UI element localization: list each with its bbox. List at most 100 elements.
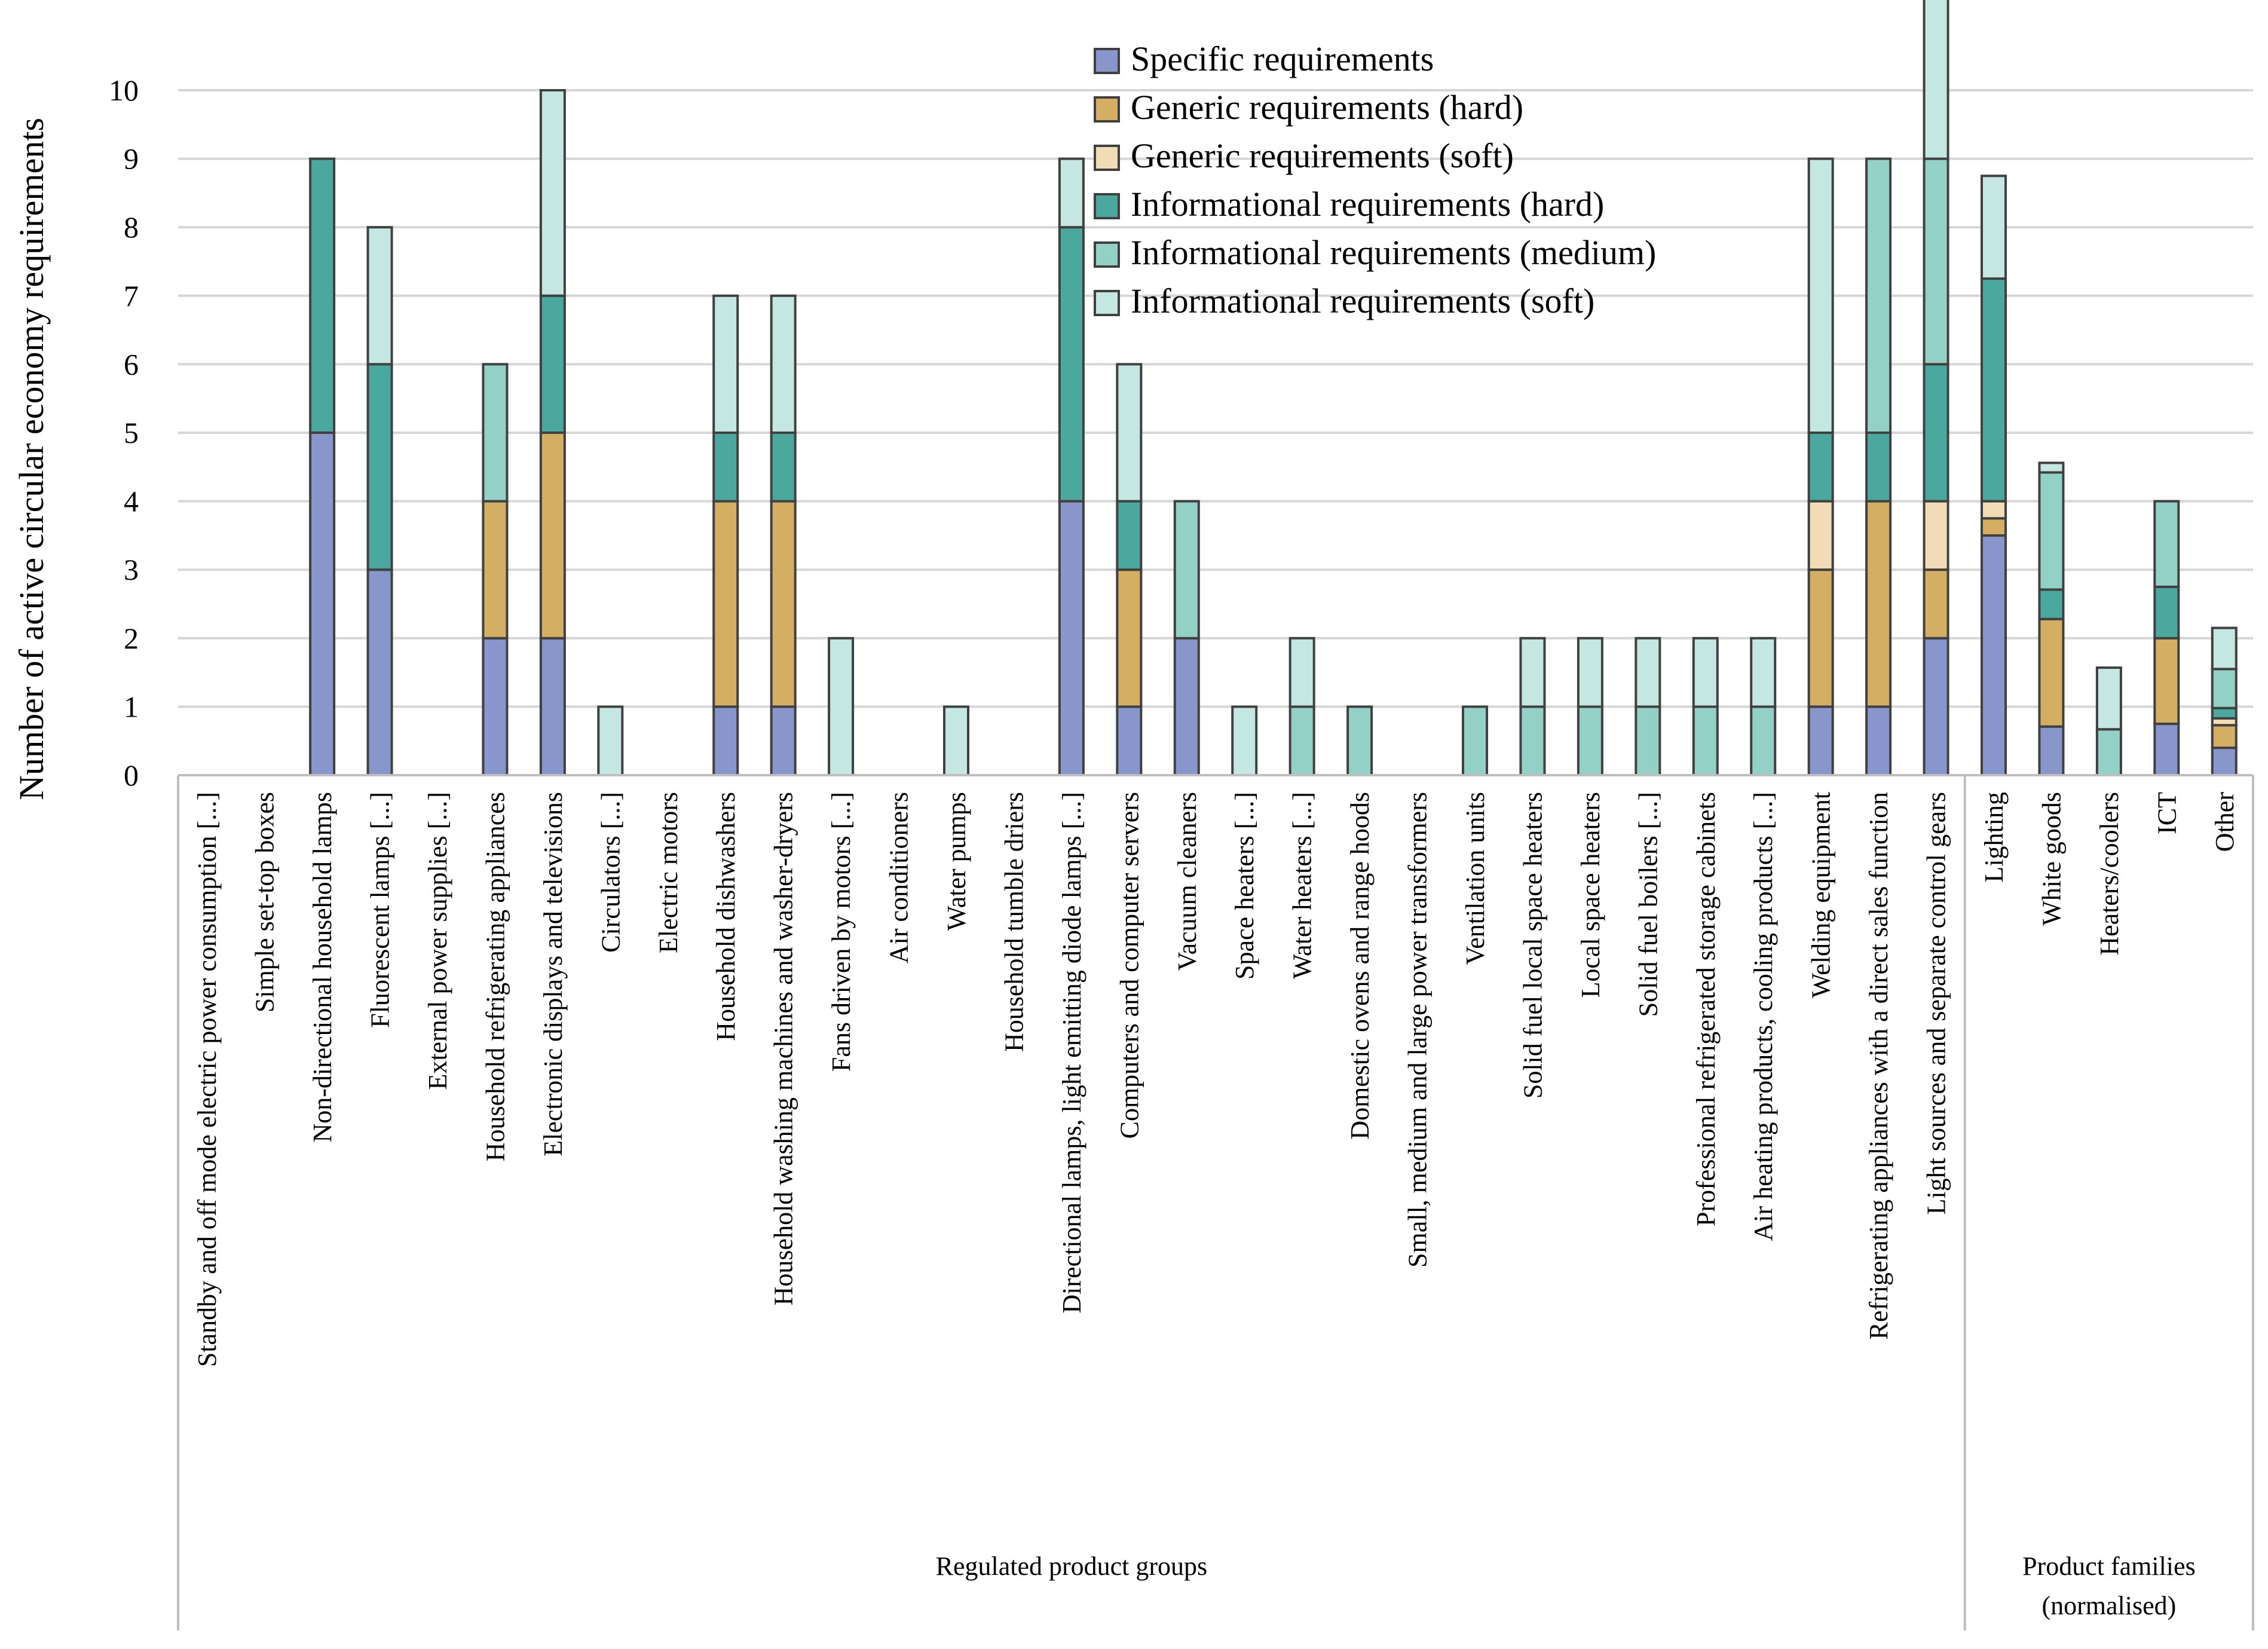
- legend-label: Generic requirements (hard): [1131, 88, 1523, 127]
- bar-segment: [1923, 0, 1949, 160]
- bar-segment: [712, 500, 739, 708]
- bar-segment: [770, 705, 797, 777]
- bar-segment: [1923, 637, 1949, 777]
- bar-segment: [2153, 637, 2180, 726]
- legend-swatch: [1094, 290, 1120, 316]
- x-tick-label: Air conditioners: [884, 792, 914, 963]
- y-tick-label: 5: [124, 416, 139, 449]
- bar-segment: [712, 432, 739, 503]
- y-tick-label: 3: [124, 553, 139, 586]
- x-tick-label: Vacuum cleaners: [1173, 792, 1202, 971]
- bar-segment: [1865, 500, 1892, 708]
- y-tick-label: 8: [124, 210, 139, 244]
- axes: [177, 774, 2254, 1630]
- bar-segment: [1750, 637, 1777, 708]
- bar-segment: [1577, 705, 1603, 777]
- x-tick-label: Circulators [...]: [596, 792, 625, 953]
- bar-segment: [1692, 705, 1719, 777]
- x-tick-label: Lighting: [1979, 792, 2009, 883]
- bar-segment: [539, 89, 566, 297]
- y-tick-label: 4: [124, 485, 139, 518]
- bar-segment: [1750, 705, 1777, 777]
- y-tick-label: 10: [109, 74, 139, 107]
- bar-segment: [2095, 728, 2122, 777]
- bar-segment: [1981, 175, 2007, 280]
- bar-segment: [1981, 517, 2007, 537]
- bar-segment: [1577, 637, 1603, 708]
- x-tick-label: Space heaters [...]: [1230, 792, 1259, 980]
- y-tick-label: 0: [124, 758, 139, 792]
- x-tick-label: Air heating products, cooling products […: [1749, 792, 1778, 1241]
- y-tick-label: 9: [124, 142, 139, 176]
- legend-label: Specific requirements: [1131, 39, 1434, 78]
- x-tick-label: External power supplies [...]: [423, 792, 452, 1090]
- bar-segment: [1058, 226, 1085, 503]
- bar-segment: [828, 637, 855, 777]
- legend: Specific requirements Generic requirement…: [1094, 39, 1656, 320]
- bar-segment: [366, 568, 393, 776]
- bar-segment: [2038, 471, 2065, 591]
- bar-segment: [2211, 747, 2238, 777]
- category-labels: Standby and off mode electric power cons…: [192, 792, 2239, 1367]
- bar-segment: [1807, 432, 1834, 503]
- x-tick-label: Household dishwashers: [711, 792, 740, 1041]
- bar-segment: [2211, 626, 2238, 671]
- bar-segment: [1116, 568, 1143, 708]
- bar-segment: [712, 705, 739, 777]
- x-tick-label: Water heaters [...]: [1288, 792, 1317, 979]
- bar-segment: [1923, 363, 1949, 503]
- bar-segment: [1807, 568, 1834, 708]
- bar-segment: [1058, 157, 1085, 229]
- bar-segment: [1865, 432, 1892, 503]
- x-tick-label: Non-directional household lamps: [308, 792, 337, 1143]
- bar-segment: [2038, 588, 2065, 620]
- x-tick-label: Small, medium and large power transforme…: [1403, 792, 1433, 1268]
- bar-segment: [366, 226, 393, 366]
- x-tick-label: Electronic displays and televisions: [538, 792, 568, 1157]
- bar-segment: [2211, 706, 2238, 720]
- x-tick-label: Solid fuel boilers [...]: [1633, 792, 1663, 1017]
- legend-label: Informational requirements (hard): [1131, 185, 1604, 224]
- bar-segment: [1635, 637, 1661, 708]
- x-tick-label: Ventilation units: [1461, 792, 1490, 965]
- x-tick-label: Electric motors: [654, 792, 683, 953]
- bar-segment: [2153, 723, 2180, 777]
- legend-swatch: [1094, 193, 1120, 219]
- legend-swatch: [1094, 145, 1120, 171]
- group-label: Product families: [2022, 1552, 2196, 1581]
- bar-segment: [2153, 585, 2180, 640]
- bar-segment: [1981, 277, 2007, 503]
- x-tick-label: Household refrigerating appliances: [480, 792, 510, 1161]
- y-tick-label: 1: [124, 690, 139, 723]
- legend-label: Generic requirements (soft): [1131, 136, 1514, 175]
- bar-segment: [2038, 725, 2065, 777]
- bar-segment: [1231, 705, 1258, 777]
- x-tick-label: Light sources and separate control gears: [1922, 792, 1951, 1214]
- legend-swatch: [1094, 48, 1120, 74]
- x-tick-label: Computers and computer servers: [1115, 792, 1144, 1139]
- group-label: (normalised): [2041, 1591, 2176, 1620]
- bar-segment: [1865, 157, 1892, 434]
- bar-segment: [1173, 637, 1200, 777]
- bar-segment: [1173, 500, 1200, 640]
- bar-segment: [1981, 500, 2007, 520]
- x-tick-label: Standby and off mode electric power cons…: [192, 792, 222, 1367]
- bar-segment: [366, 363, 393, 571]
- bar-segment: [2211, 668, 2238, 709]
- x-tick-label: Water pumps: [942, 792, 971, 931]
- bar-segment: [482, 363, 509, 503]
- bar-segment: [1288, 705, 1315, 777]
- x-tick-label: Welding equipment: [1807, 792, 1836, 998]
- legend-swatch: [1094, 96, 1120, 123]
- y-tick-label: 2: [124, 622, 139, 655]
- bar-segment: [770, 432, 797, 503]
- x-tick-label: Simple set-top boxes: [250, 792, 280, 1012]
- bar-segment: [2153, 500, 2180, 588]
- bar-segment: [1058, 500, 1085, 776]
- y-axis-title: Number of active circular economy requir…: [12, 118, 51, 800]
- legend-swatch: [1094, 241, 1120, 268]
- bar-segment: [1116, 500, 1143, 571]
- x-tick-label: ICT: [2152, 792, 2181, 834]
- x-tick-label: Household tumble driers: [999, 792, 1029, 1052]
- group-label: Regulated product groups: [936, 1552, 1208, 1581]
